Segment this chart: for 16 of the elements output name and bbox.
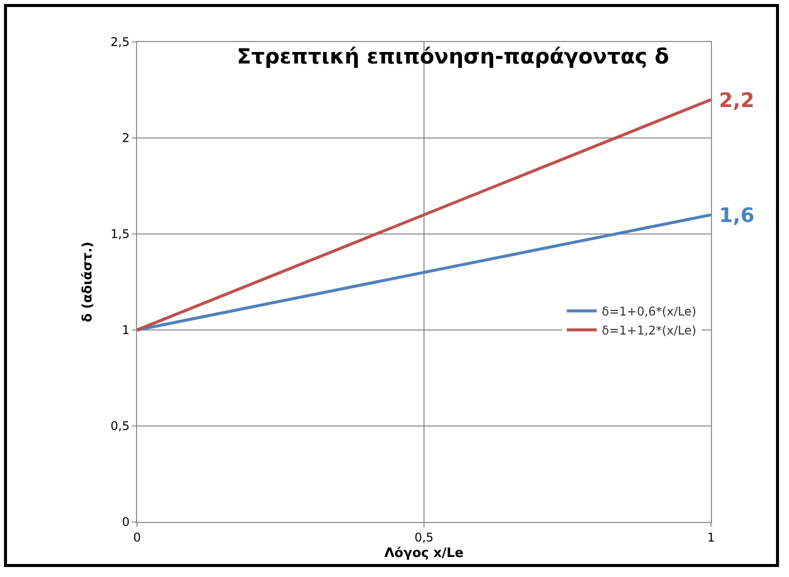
- y-tick-label: 1: [122, 323, 130, 338]
- annotation: 1,6: [719, 203, 754, 227]
- x-tick-label: 0: [133, 530, 141, 544]
- y-tick-label: 0,5: [110, 419, 130, 434]
- annotation: 2,2: [719, 88, 754, 112]
- y-tick-label: 1,5: [110, 227, 130, 242]
- legend-label: δ=1+0,6*(x/Le): [602, 304, 696, 319]
- x-axis-title: Λόγος x/Le: [384, 546, 464, 561]
- x-tick-label: 0,5: [414, 530, 434, 544]
- legend-label: δ=1+1,2*(x/Le): [602, 324, 696, 338]
- y-tick-label: 0: [122, 515, 130, 530]
- y-tick-label: 2,5: [110, 35, 130, 50]
- chart-title: Στρεπτική επιπόνηση-παράγοντας δ: [236, 44, 670, 68]
- y-tick-label: 2: [122, 131, 130, 146]
- x-tick-label: 1: [707, 530, 715, 544]
- y-axis-title: δ (αδιάστ.): [80, 242, 96, 322]
